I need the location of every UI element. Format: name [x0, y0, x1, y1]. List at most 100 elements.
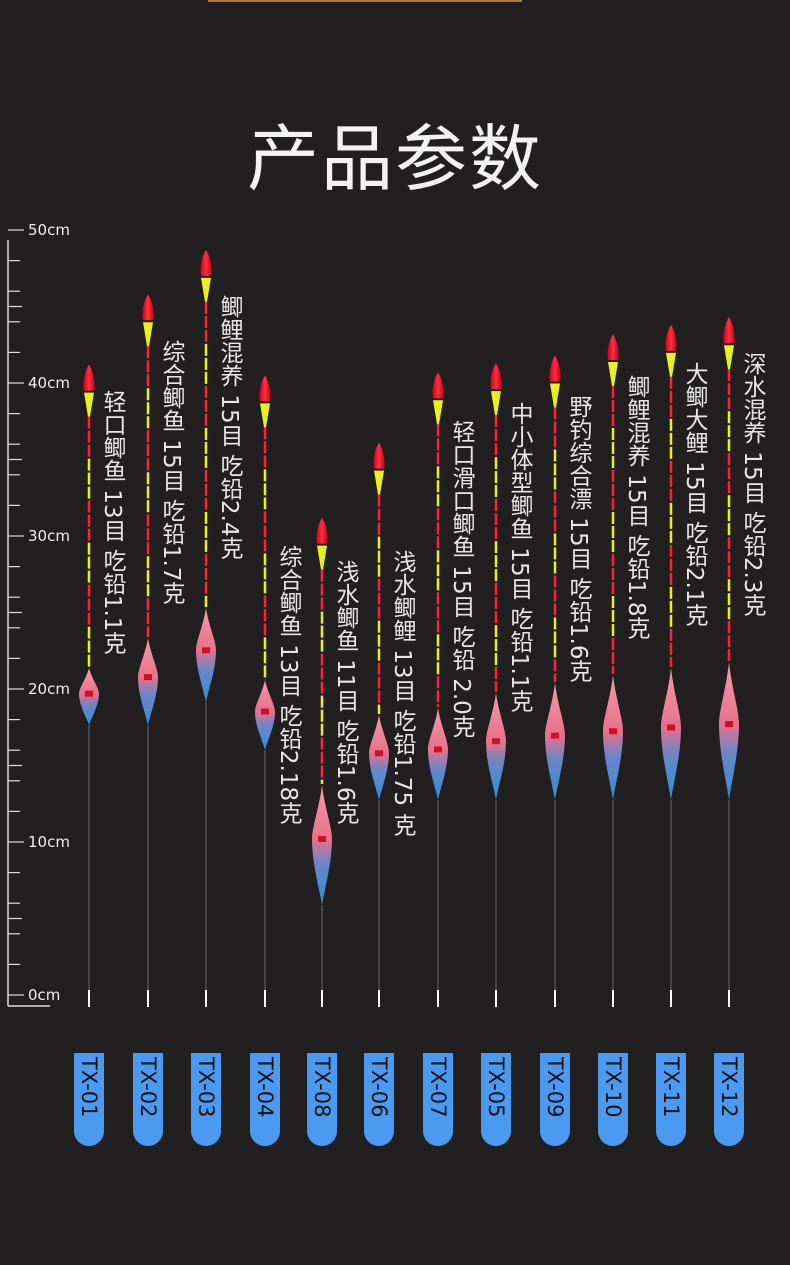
float-body [545, 683, 565, 800]
float-spec-label: 轻口滑口鲫鱼 15目 吃铅 2.0克 [448, 420, 474, 738]
scale-label: 50cm [28, 221, 70, 239]
float-tip-red [83, 364, 95, 391]
float-logo-mark [85, 690, 93, 697]
scale-label: 10cm [28, 833, 70, 851]
float-tip-red [432, 372, 444, 399]
float-body [661, 668, 681, 800]
float-body [138, 638, 158, 725]
float-logo-mark [434, 746, 442, 753]
float-tx-10 [603, 334, 623, 1007]
model-badge: TX-03 [191, 1053, 221, 1146]
float-tip-yellow [374, 470, 384, 495]
float-logo-mark [375, 750, 383, 757]
float-tip-red [607, 334, 619, 361]
float-spec-label: 大鲫大鲤 15目 吃铅2.1克 [681, 362, 707, 627]
model-badge: TX-02 [133, 1053, 163, 1146]
model-code: TX-05 [484, 1057, 508, 1118]
float-tip-red [373, 442, 385, 469]
float-tip-yellow [143, 322, 153, 347]
float-tx-06 [369, 442, 389, 1007]
float-tx-05 [486, 363, 506, 1007]
float-body [312, 785, 332, 905]
float-spec-label: 深水混养 15目 吃铅2.3克 [739, 352, 765, 617]
float-tx-03 [196, 249, 216, 1007]
float-logo-mark [202, 647, 210, 654]
float-logo-mark [725, 721, 733, 728]
model-code: TX-01 [77, 1057, 101, 1118]
float-logo-mark [318, 836, 326, 842]
float-tip-yellow [608, 362, 618, 387]
float-body [255, 680, 275, 750]
float-tip-red [259, 375, 271, 402]
float-tx-12 [719, 317, 739, 1007]
model-badge: TX-10 [598, 1053, 628, 1146]
scale-label: 30cm [28, 527, 70, 545]
model-badge: TX-04 [250, 1053, 280, 1146]
float-spec-label: 综合鲫鱼 13目 吃铅2.18克 [275, 545, 301, 825]
float-spec-label: 浅水鲫鱼 11目 吃铅1.6克 [332, 560, 358, 825]
model-code: TX-10 [601, 1057, 625, 1118]
float-body [719, 662, 739, 800]
float-tip-yellow [433, 400, 443, 425]
scale-label: 20cm [28, 680, 70, 698]
float-spec-label: 综合鲫鱼 15目 吃铅1.7克 [158, 340, 184, 605]
float-tip-red [200, 249, 212, 276]
model-badge: TX-09 [540, 1053, 570, 1146]
page-title: 产品参数 [246, 117, 543, 201]
float-tip-red [490, 363, 502, 390]
scale-label: 0cm [28, 986, 61, 1004]
float-tx-04 [255, 375, 275, 1007]
float-spec-label: 鲫鲤混养 15目 吃铅1.8克 [623, 375, 649, 640]
model-badge: TX-11 [656, 1053, 686, 1146]
float-tip-red [665, 324, 677, 351]
model-code: TX-12 [717, 1057, 741, 1118]
float-logo-mark [609, 728, 617, 735]
float-tx-02 [138, 294, 158, 1007]
model-badge: TX-08 [307, 1053, 337, 1146]
float-tx-08 [312, 517, 332, 1007]
model-badge: TX-01 [74, 1053, 104, 1146]
float-body [196, 608, 216, 702]
model-code: TX-11 [659, 1057, 683, 1118]
float-tip-yellow [84, 392, 94, 417]
model-code: TX-07 [426, 1057, 450, 1118]
float-body [486, 693, 506, 800]
float-body [603, 675, 623, 800]
float-spec-label: 鲫鲤混养 15目 吃铅2.4克 [216, 295, 242, 560]
float-spec-label: 轻口鲫鱼 13目 吃铅1.1克 [99, 390, 125, 655]
top-accent-line [208, 0, 522, 2]
float-tip-yellow [201, 277, 211, 302]
float-logo-mark [667, 724, 675, 731]
float-tx-09 [545, 355, 565, 1007]
float-body [428, 708, 448, 800]
model-badge: TX-07 [423, 1053, 453, 1146]
float-tx-07 [428, 372, 448, 1007]
float-tip-red [316, 517, 328, 544]
model-badge: TX-05 [481, 1053, 511, 1146]
float-tip-yellow [666, 352, 676, 377]
model-code: TX-04 [253, 1057, 277, 1118]
float-tip-yellow [317, 545, 327, 570]
float-tip-yellow [260, 403, 270, 428]
model-badge: TX-06 [364, 1053, 394, 1146]
scale-label: 40cm [28, 374, 70, 392]
float-logo-mark [144, 674, 152, 681]
float-tip-red [549, 355, 561, 382]
model-code: TX-08 [310, 1057, 334, 1118]
float-spec-label: 浅水鲫鲤 13目 吃铅1.75 克 [389, 550, 415, 837]
float-logo-mark [261, 708, 269, 715]
float-tip-yellow [724, 345, 734, 370]
float-spec-label: 野钓综合漂 15目 吃铅1.6克 [565, 395, 591, 683]
model-code: TX-03 [194, 1057, 218, 1118]
float-tip-red [142, 294, 154, 321]
float-logo-mark [492, 738, 500, 745]
float-logo-mark [551, 732, 559, 739]
float-tx-01 [79, 364, 99, 1007]
model-code: TX-02 [136, 1057, 160, 1118]
float-tip-yellow [491, 391, 501, 416]
model-code: TX-09 [543, 1057, 567, 1118]
float-tip-yellow [550, 383, 560, 408]
float-body [369, 715, 389, 800]
